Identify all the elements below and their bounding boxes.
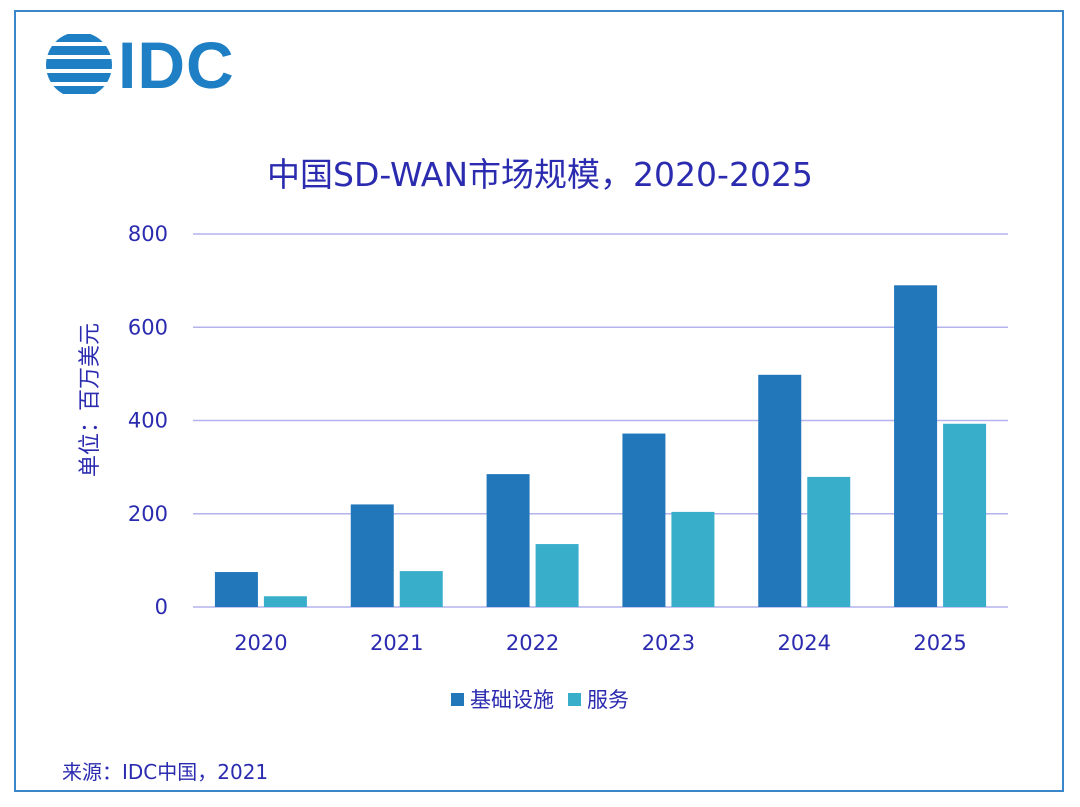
y-tick-label-600: 600 [128, 315, 168, 339]
bar-infrastructure-2020 [214, 572, 258, 607]
legend-swatch-services [568, 692, 581, 706]
x-tick-label-2020: 2020 [234, 631, 287, 655]
y-tick-label-800: 800 [128, 222, 168, 246]
bar-infrastructure-2025 [894, 285, 938, 607]
source-note: 来源：IDC中国，2021 [62, 760, 269, 784]
chart-title: 中国SD-WAN市场规模，2020-2025 [267, 155, 813, 194]
bar-infrastructure-2022 [486, 474, 530, 607]
legend-label-infrastructure: 基础设施 [470, 688, 554, 712]
y-tick-label-200: 200 [128, 502, 168, 526]
legend-item-services: 服务 [568, 684, 629, 714]
x-tick-label-2021: 2021 [370, 631, 423, 655]
y-tick-label-400: 400 [128, 409, 168, 433]
legend-item-infrastructure: 基础设施 [451, 684, 554, 714]
bar-infrastructure-2023 [622, 433, 666, 607]
legend-label-services: 服务 [587, 688, 629, 712]
x-tick-label-2023: 2023 [642, 631, 695, 655]
chart-frame [14, 10, 1064, 792]
bar-services-2022 [535, 544, 579, 607]
bar-services-2025 [943, 423, 987, 607]
bar-infrastructure-2024 [758, 374, 802, 607]
legend-swatch-infrastructure [451, 692, 464, 706]
bar-infrastructure-2021 [350, 504, 394, 607]
y-tick-label-0: 0 [155, 595, 168, 619]
x-tick-label-2025: 2025 [913, 631, 966, 655]
bar-services-2024 [807, 476, 851, 607]
bar-services-2021 [399, 571, 443, 607]
x-tick-label-2024: 2024 [778, 631, 831, 655]
bar-services-2020 [263, 596, 307, 607]
globe-icon [46, 34, 112, 94]
idc-logo: IDC [44, 30, 274, 100]
logo-text: IDC [118, 28, 235, 102]
legend: 基础设施 服务 [0, 684, 1080, 714]
bar-services-2023 [671, 511, 715, 607]
x-tick-label-2022: 2022 [506, 631, 559, 655]
